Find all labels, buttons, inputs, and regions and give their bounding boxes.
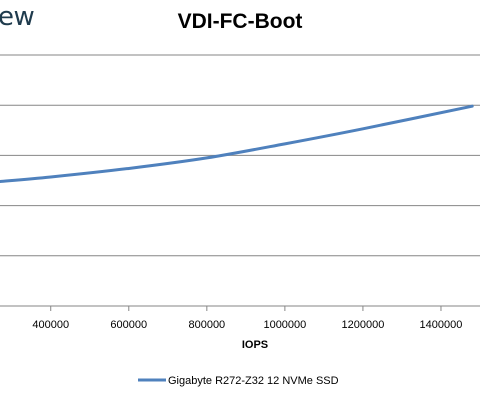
x-tick-label: 600000 [110, 319, 147, 331]
chart-title: VDI-FC-Boot [177, 10, 303, 33]
legend-entry: Gigabyte R272-Z32 12 NVMe SSD [168, 375, 339, 387]
x-axis-ticks: 400000 600000 800000 1000000 1200000 1400000 [32, 306, 462, 331]
x-tick-label: 400000 [32, 319, 69, 331]
series-group [0, 104, 474, 183]
brand-logo-fragment: ew [0, 2, 35, 32]
x-tick-label: 800000 [188, 319, 225, 331]
series-line [0, 104, 474, 183]
x-tick-label: 1000000 [263, 319, 306, 331]
x-axis-label: IOPS [242, 339, 268, 351]
legend: Gigabyte R272-Z32 12 NVMe SSD [138, 375, 339, 387]
x-tick-label: 1400000 [420, 319, 463, 331]
x-tick-label: 1200000 [342, 319, 385, 331]
gridlines [0, 54, 480, 257]
